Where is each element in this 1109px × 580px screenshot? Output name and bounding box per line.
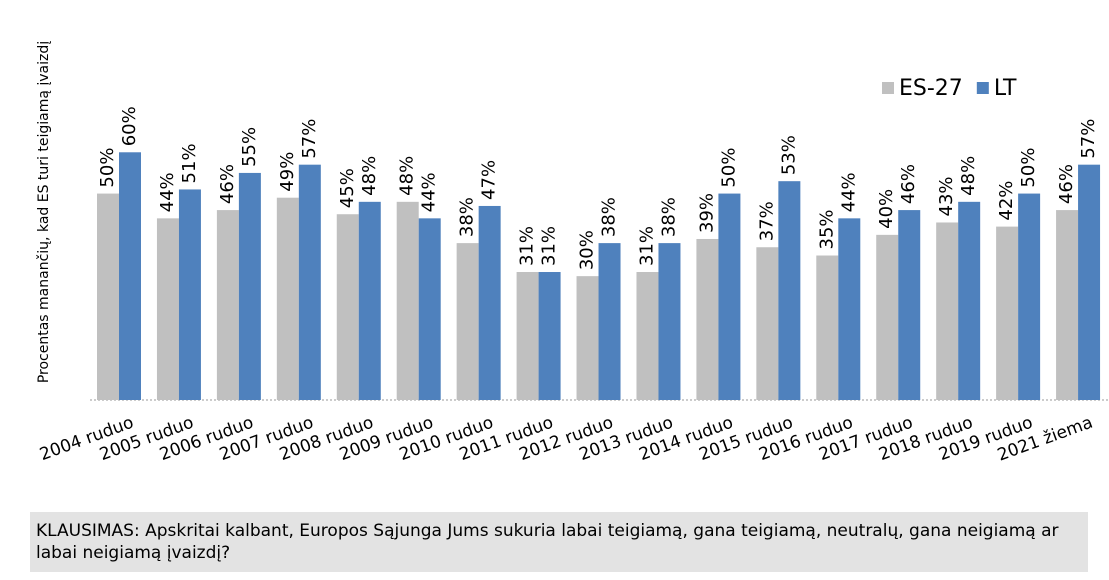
bar bbox=[516, 272, 539, 400]
data-label: 50% bbox=[1018, 148, 1039, 188]
data-label: 42% bbox=[996, 181, 1017, 221]
bar bbox=[658, 243, 681, 400]
data-label: 48% bbox=[958, 156, 979, 196]
data-label: 40% bbox=[876, 189, 897, 229]
y-axis-label: Procentas manančių, kad ES turi teigiamą… bbox=[36, 41, 52, 383]
data-label: 60% bbox=[119, 106, 140, 146]
bar bbox=[238, 172, 261, 400]
data-label: 51% bbox=[179, 143, 200, 183]
data-label: 44% bbox=[419, 172, 440, 212]
chart: Procentas manančių, kad ES turi teigiamą… bbox=[36, 41, 1109, 466]
data-label: 57% bbox=[1078, 119, 1099, 159]
data-label: 48% bbox=[359, 156, 380, 196]
data-label: 38% bbox=[457, 197, 478, 237]
data-label: 44% bbox=[157, 172, 178, 212]
bar bbox=[1056, 210, 1079, 400]
legend-swatch bbox=[882, 82, 894, 94]
bar bbox=[178, 189, 201, 400]
bar bbox=[816, 255, 839, 400]
bar bbox=[298, 164, 321, 400]
data-label: 38% bbox=[658, 197, 679, 237]
bar bbox=[1078, 164, 1101, 400]
data-label: 50% bbox=[97, 148, 118, 188]
bar bbox=[119, 152, 141, 400]
legend-label: LT bbox=[994, 76, 1017, 101]
bar bbox=[1018, 193, 1041, 400]
data-label: 30% bbox=[577, 230, 598, 270]
bar bbox=[756, 247, 779, 400]
data-label: 46% bbox=[1056, 164, 1077, 204]
bar bbox=[838, 218, 861, 400]
data-label: 43% bbox=[936, 176, 957, 216]
bar bbox=[156, 218, 179, 400]
bar bbox=[418, 218, 441, 400]
data-label: 31% bbox=[539, 226, 560, 266]
bar bbox=[396, 201, 419, 400]
data-label: 31% bbox=[636, 226, 657, 266]
data-label: 44% bbox=[838, 172, 859, 212]
bar bbox=[898, 210, 921, 400]
bar bbox=[358, 201, 381, 400]
bar bbox=[538, 272, 561, 400]
bar bbox=[876, 234, 899, 400]
bar bbox=[718, 193, 741, 400]
bar bbox=[216, 210, 239, 400]
data-label: 38% bbox=[599, 197, 620, 237]
data-label: 46% bbox=[217, 164, 238, 204]
bar bbox=[636, 272, 659, 400]
data-label: 50% bbox=[718, 148, 739, 188]
legend-label: ES-27 bbox=[899, 76, 963, 101]
data-label: 49% bbox=[277, 152, 298, 192]
data-label: 57% bbox=[299, 119, 320, 159]
bar bbox=[696, 238, 719, 400]
bar bbox=[996, 226, 1019, 400]
bar bbox=[576, 276, 599, 400]
data-label: 31% bbox=[517, 226, 538, 266]
data-label: 46% bbox=[898, 164, 919, 204]
data-label: 48% bbox=[397, 156, 418, 196]
data-label: 37% bbox=[756, 201, 777, 241]
bar bbox=[97, 193, 119, 400]
bar bbox=[936, 222, 959, 400]
bar bbox=[456, 243, 479, 400]
bar bbox=[276, 197, 299, 400]
bar bbox=[478, 205, 501, 400]
data-label: 53% bbox=[778, 135, 799, 175]
bar bbox=[598, 243, 621, 400]
data-label: 47% bbox=[479, 160, 500, 200]
data-label: 55% bbox=[239, 127, 260, 167]
legend-swatch bbox=[976, 82, 989, 94]
bar bbox=[778, 181, 801, 400]
question-note: KLAUSIMAS: Apskritai kalbant, Europos Są… bbox=[30, 512, 1088, 572]
bar bbox=[336, 214, 359, 400]
bar bbox=[958, 201, 981, 400]
data-label: 35% bbox=[816, 209, 837, 249]
data-label: 39% bbox=[696, 193, 717, 233]
data-label: 45% bbox=[337, 168, 358, 208]
